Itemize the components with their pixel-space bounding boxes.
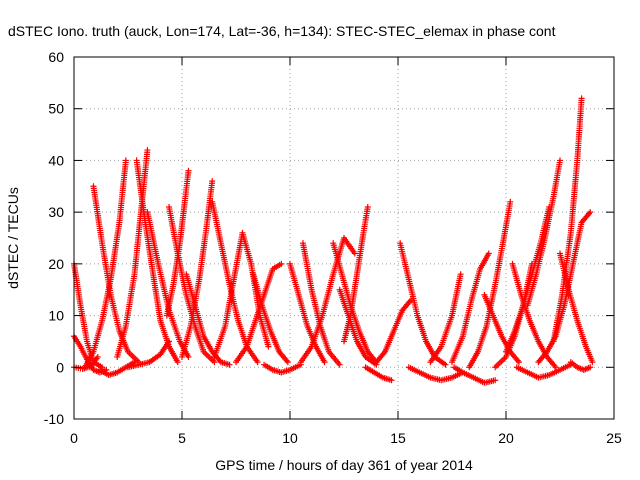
data-series xyxy=(299,240,343,368)
data-point xyxy=(492,377,499,384)
data-series xyxy=(261,361,304,376)
data-point xyxy=(211,359,218,366)
x-tick-label: 0 xyxy=(70,430,78,446)
data-point xyxy=(485,250,492,257)
data-series xyxy=(427,271,464,366)
data-point xyxy=(336,361,343,368)
data-series xyxy=(567,359,594,373)
x-tick-label: 10 xyxy=(282,430,298,446)
data-point xyxy=(265,343,272,350)
data-point xyxy=(144,147,151,154)
data-series xyxy=(503,203,553,355)
data-series xyxy=(211,229,272,360)
chart-title: dSTEC Iono. truth (auck, Lon=174, Lat=-3… xyxy=(8,23,556,39)
y-tick-label: 10 xyxy=(48,308,64,324)
data-point xyxy=(284,359,291,366)
data-series xyxy=(535,209,594,366)
data-point xyxy=(587,364,594,371)
data-point xyxy=(507,198,514,205)
data-series xyxy=(125,338,173,371)
data-point xyxy=(388,377,395,384)
x-tick-label: 15 xyxy=(390,430,406,446)
data-point xyxy=(254,359,261,366)
axis-ticks: -10 0 10 20 30 40 50 60 0 5 10 15 20 25 xyxy=(44,49,622,446)
data-point xyxy=(552,364,559,371)
data-point xyxy=(364,203,371,210)
data-point xyxy=(131,359,138,366)
data-point xyxy=(578,95,585,102)
data-point xyxy=(457,271,464,278)
data-point xyxy=(174,359,181,366)
data-series xyxy=(449,250,492,366)
data-series xyxy=(451,364,499,386)
data-points xyxy=(71,95,596,386)
data-point xyxy=(442,361,449,368)
data-point xyxy=(226,361,233,368)
data-series xyxy=(250,271,291,366)
data-point xyxy=(557,157,563,164)
data-point xyxy=(166,338,173,345)
plot-frame xyxy=(73,56,615,420)
y-tick-label: 0 xyxy=(56,359,64,375)
data-series xyxy=(373,297,414,366)
data-series xyxy=(550,95,585,345)
data-series xyxy=(341,203,371,345)
y-tick-label: 50 xyxy=(48,101,64,117)
data-series xyxy=(405,364,466,384)
x-tick-label: 5 xyxy=(178,430,186,446)
data-series xyxy=(513,361,574,381)
y-tick-label: -10 xyxy=(44,411,64,427)
data-series xyxy=(183,271,233,368)
data-series xyxy=(133,157,181,366)
data-series xyxy=(509,260,559,371)
data-point xyxy=(122,157,129,164)
y-axis-label: dSTEC / TECUs xyxy=(5,187,21,289)
data-series xyxy=(233,260,285,366)
data-point xyxy=(351,250,358,257)
y-tick-label: 60 xyxy=(48,49,64,65)
data-point xyxy=(515,359,522,366)
data-point xyxy=(321,359,328,366)
y-tick-label: 40 xyxy=(48,152,64,168)
data-point xyxy=(185,353,192,360)
data-point xyxy=(278,260,285,267)
data-series xyxy=(71,260,106,371)
data-series xyxy=(114,147,151,360)
data-series xyxy=(557,250,596,366)
x-tick-label: 20 xyxy=(498,430,514,446)
data-series xyxy=(524,157,563,309)
data-point xyxy=(209,178,216,185)
y-tick-label: 20 xyxy=(48,256,64,272)
data-series xyxy=(362,364,395,384)
x-axis-label: GPS time / hours of day 361 of year 2014 xyxy=(215,457,473,473)
data-point xyxy=(94,353,101,360)
data-point xyxy=(589,359,596,366)
data-point xyxy=(587,209,594,216)
y-tick-label: 30 xyxy=(48,204,64,220)
data-point xyxy=(185,167,192,174)
x-tick-label: 25 xyxy=(606,430,622,446)
